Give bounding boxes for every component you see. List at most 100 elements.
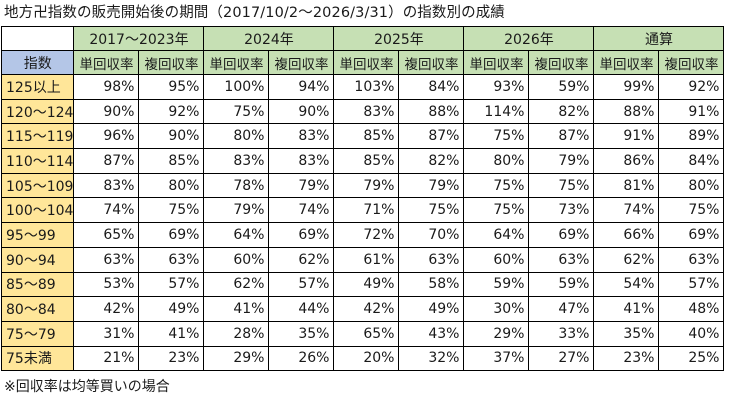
win-return-cell: 66% (593, 222, 660, 248)
place-return-cell: 49% (138, 296, 205, 322)
win-return-cell: 53% (73, 271, 140, 298)
sub-header-place-return: 複回収率 (528, 50, 595, 75)
win-return-cell: 74% (73, 197, 140, 224)
place-return-cell: 57% (138, 271, 205, 298)
win-return-cell: 87% (73, 148, 140, 174)
place-return-cell: 59% (528, 74, 595, 100)
win-return-cell: 79% (203, 197, 270, 224)
win-return-cell: 63% (73, 246, 140, 273)
table-row: 120～124 90% 92% 75% 90% 83% 88% 114% 82% 88% 91% (0, 98, 725, 125)
win-return-cell: 90% (73, 98, 140, 125)
win-return-cell: 83% (203, 148, 270, 174)
win-return-cell: 86% (593, 148, 660, 174)
place-return-cell: 75% (398, 197, 465, 224)
place-return-cell: 75% (658, 197, 725, 224)
win-return-cell: 78% (203, 172, 270, 199)
sub-header-win-return: 単回収率 (463, 50, 530, 75)
win-return-cell: 103% (333, 74, 400, 100)
table-row: 75～79 31% 41% 28% 35% 65% 43% 29% 33% 35% 40% (0, 320, 725, 347)
place-return-cell: 69% (138, 222, 205, 248)
sub-header-place-return: 複回収率 (138, 50, 205, 75)
sub-header-win-return: 単回収率 (593, 50, 660, 75)
win-return-cell: 62% (593, 246, 660, 273)
place-return-cell: 58% (398, 271, 465, 298)
win-return-cell: 64% (203, 222, 270, 248)
place-return-cell: 73% (528, 197, 595, 224)
place-return-cell: 35% (268, 320, 335, 347)
place-return-cell: 83% (268, 123, 335, 150)
win-return-cell: 23% (593, 345, 660, 372)
index-range-cell: 120～124 (0, 98, 75, 125)
win-return-cell: 65% (73, 222, 140, 248)
index-range-cell: 85～89 (0, 271, 75, 298)
place-return-cell: 43% (398, 320, 465, 347)
win-return-cell: 75% (463, 197, 530, 224)
place-return-cell: 70% (398, 222, 465, 248)
win-return-cell: 20% (333, 345, 400, 372)
table-row: 125以上 98% 95% 100% 94% 103% 84% 93% 59% 99% 92% (0, 74, 725, 100)
place-return-cell: 75% (138, 197, 205, 224)
place-return-cell: 91% (658, 98, 725, 125)
win-return-cell: 83% (333, 98, 400, 125)
place-return-cell: 92% (138, 98, 205, 125)
table-row: 100～104 74% 75% 79% 74% 71% 75% 75% 73% 74% 75% (0, 197, 725, 224)
place-return-cell: 92% (658, 74, 725, 100)
place-return-cell: 79% (398, 172, 465, 199)
place-return-cell: 69% (268, 222, 335, 248)
place-return-cell: 41% (138, 320, 205, 347)
win-return-cell: 75% (463, 123, 530, 150)
sub-header-place-return: 複回収率 (658, 50, 725, 75)
place-return-cell: 75% (528, 172, 595, 199)
place-return-cell: 88% (398, 98, 465, 125)
place-return-cell: 90% (138, 123, 205, 150)
win-return-cell: 37% (463, 345, 530, 372)
place-return-cell: 47% (528, 296, 595, 322)
place-return-cell: 80% (658, 172, 725, 199)
place-return-cell: 23% (138, 345, 205, 372)
place-return-cell: 32% (398, 345, 465, 372)
place-return-cell: 69% (658, 222, 725, 248)
group-header-2017-2023: 2017～2023年 (73, 26, 205, 51)
win-return-cell: 41% (203, 296, 270, 322)
index-range-cell: 75未満 (0, 345, 75, 372)
win-return-cell: 54% (593, 271, 660, 298)
win-return-cell: 88% (593, 98, 660, 125)
place-return-cell: 44% (268, 296, 335, 322)
table-row: 80～84 42% 49% 41% 44% 42% 49% 30% 47% 41% 48% (0, 296, 725, 322)
win-return-cell: 79% (333, 172, 400, 199)
footnote: ※回収率は均等買いの場合 (4, 379, 170, 395)
win-return-cell: 96% (73, 123, 140, 150)
index-range-cell: 75～79 (0, 320, 75, 347)
place-return-cell: 90% (268, 98, 335, 125)
win-return-cell: 42% (333, 296, 400, 322)
place-return-cell: 82% (528, 98, 595, 125)
place-return-cell: 62% (268, 246, 335, 273)
win-return-cell: 85% (333, 148, 400, 174)
table-row: 105～109 83% 80% 78% 79% 79% 79% 75% 75% 81% 80% (0, 172, 725, 199)
place-return-cell: 57% (658, 271, 725, 298)
win-return-cell: 65% (333, 320, 400, 347)
win-return-cell: 100% (203, 74, 270, 100)
win-return-cell: 35% (593, 320, 660, 347)
index-range-cell: 105～109 (0, 172, 75, 199)
win-return-cell: 21% (73, 345, 140, 372)
place-return-cell: 40% (658, 320, 725, 347)
win-return-cell: 99% (593, 74, 660, 100)
index-range-cell: 100～104 (0, 197, 75, 224)
place-return-cell: 87% (528, 123, 595, 150)
win-return-cell: 30% (463, 296, 530, 322)
win-return-cell: 75% (463, 172, 530, 199)
win-return-cell: 114% (463, 98, 530, 125)
win-return-cell: 81% (593, 172, 660, 199)
table-row: 75未満 21% 23% 29% 26% 20% 32% 37% 27% 23% 25% (0, 345, 725, 372)
win-return-cell: 49% (333, 271, 400, 298)
place-return-cell: 57% (268, 271, 335, 298)
results-table: 2017～2023年 2024年 2025年 2026年 通算 指数 単回収率 … (0, 26, 725, 372)
table-row: 90～94 63% 63% 60% 62% 61% 63% 60% 63% 62% 63% (0, 246, 725, 273)
place-return-cell: 94% (268, 74, 335, 100)
win-return-cell: 61% (333, 246, 400, 273)
place-return-cell: 25% (658, 345, 725, 372)
win-return-cell: 59% (463, 271, 530, 298)
win-return-cell: 31% (73, 320, 140, 347)
place-return-cell: 49% (398, 296, 465, 322)
